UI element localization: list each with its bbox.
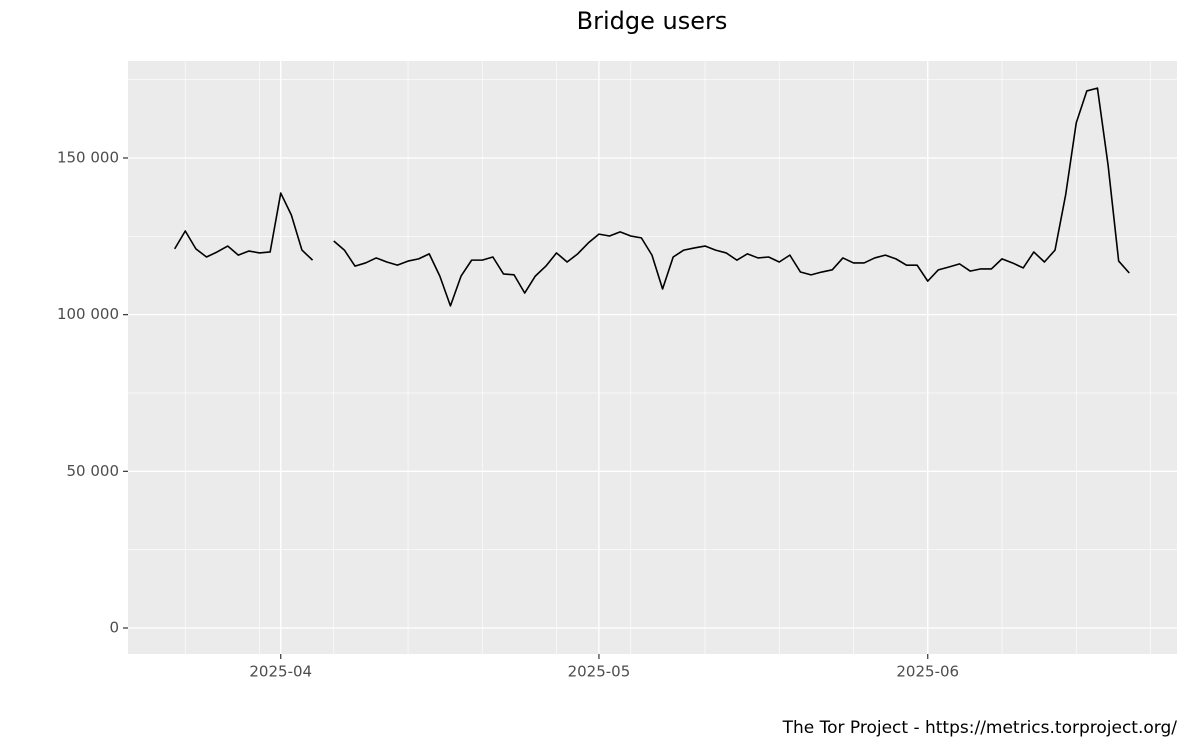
y-tick-label: 50 000	[67, 462, 120, 480]
x-tick-label: 2025-05	[568, 663, 631, 681]
y-tick-label: 100 000	[57, 305, 119, 323]
x-tick-label: 2025-06	[896, 663, 959, 681]
y-tick-label: 0	[109, 618, 119, 636]
panel	[128, 61, 1177, 654]
caption: The Tor Project - https://metrics.torpro…	[782, 718, 1178, 738]
line	[173, 192, 314, 261]
y-tick-label: 150 000	[57, 148, 119, 166]
chart-title: Bridge users	[577, 7, 728, 35]
line	[333, 87, 1130, 307]
x-tick-label: 2025-04	[249, 663, 312, 681]
